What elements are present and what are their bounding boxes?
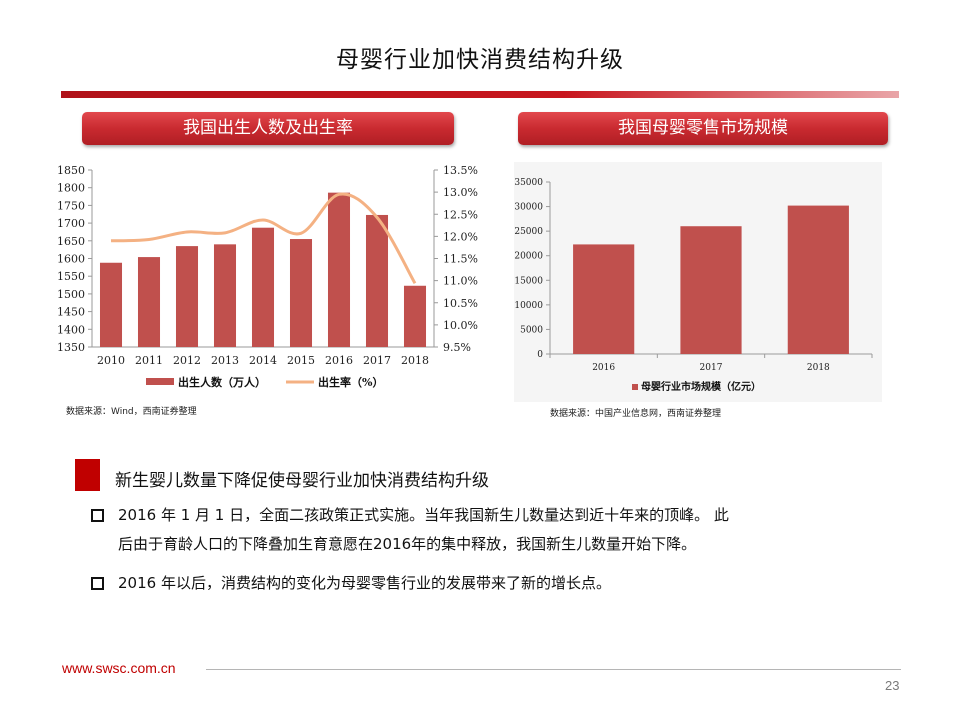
market-size-bar	[573, 244, 635, 354]
page-number: 23	[885, 678, 900, 693]
legend-label-births: 出生人数（万人）	[178, 375, 266, 389]
births-bar	[289, 239, 313, 347]
market-size-bar	[680, 226, 742, 354]
right-axis-tick-label: 13.0%	[443, 186, 478, 199]
births-bar	[365, 214, 389, 347]
left-axis-tick-label: 1350	[58, 341, 85, 354]
x-axis-tick-label: 2016	[592, 363, 615, 373]
legend-swatch-market	[632, 384, 638, 390]
y-axis-tick-label: 25000	[514, 227, 543, 237]
right-axis-tick-label: 13.5%	[443, 164, 478, 177]
bullet-text-line: 后由于育龄人口的下降叠加生育意愿在2016年的集中释放，我国新生儿数量开始下降。	[118, 535, 697, 553]
births-bar	[251, 227, 275, 347]
left-axis-tick-label: 1800	[58, 182, 85, 195]
left-axis-tick-label: 1400	[58, 323, 85, 336]
births-bar	[137, 257, 161, 347]
right-axis-tick-label: 10.5%	[443, 297, 478, 310]
births-chart: 1350 1400 1450 1500 1550 1600 1650 1700 1750 1800…	[57, 164, 478, 389]
births-bar	[403, 285, 427, 347]
legend-swatch-births	[146, 378, 174, 385]
market-size-chart: 0 5000 10000 15000 20000 25000 30000 35000 2016 2…	[514, 178, 873, 393]
right-axis-tick-label: 12.5%	[443, 208, 478, 221]
x-axis-tick-label: 2018	[807, 363, 830, 373]
footer-website: www.swsc.com.cn	[62, 660, 176, 676]
x-axis-tick-label: 2017	[700, 363, 723, 373]
left-chart-source: 数据来源：Wind，西南证券整理	[66, 407, 197, 417]
right-axis-tick-label: 9.5%	[443, 341, 471, 354]
x-axis-tick-label: 2014	[249, 354, 277, 367]
checkbox-bullet-icon	[91, 577, 104, 590]
left-chart-header: 我国出生人数及出生率	[82, 112, 454, 145]
y-axis-tick-label: 15000	[514, 276, 543, 286]
market-chart-area: 0 5000 10000 15000 20000 25000 30000 35000 2016 2…	[514, 162, 882, 402]
checkbox-bullet-icon	[91, 509, 104, 522]
footer-rule	[206, 669, 901, 670]
right-axis-tick-label: 11.5%	[443, 253, 478, 266]
y-axis-tick-label: 35000	[514, 178, 543, 188]
right-axis-tick-label: 10.0%	[443, 319, 478, 332]
births-bar	[327, 192, 351, 347]
section-title: 新生婴儿数量下降促使母婴行业加快消费结构升级	[115, 471, 489, 491]
x-axis-tick-label: 2018	[401, 354, 429, 367]
right-axis-tick-label: 12.0%	[443, 230, 478, 243]
section-marker	[75, 459, 100, 491]
births-chart-area: 1350 1400 1450 1500 1550 1600 1650 1700 1750 1800…	[57, 158, 483, 400]
y-axis-tick-label: 30000	[514, 203, 543, 213]
x-axis-tick-label: 2013	[211, 354, 239, 367]
bullet-text-line: 2016 年 1 月 1 日，全面二孩政策正式实施。当年我国新生儿数量达到近十年…	[118, 506, 729, 524]
y-axis-tick-label: 5000	[520, 325, 543, 335]
legend-label-rate: 出生率（%）	[318, 375, 383, 389]
left-axis-tick-label: 1850	[58, 164, 85, 177]
births-bar	[175, 246, 199, 347]
births-bar	[213, 244, 237, 347]
x-axis-tick-label: 2016	[325, 354, 353, 367]
y-axis-tick-label: 20000	[514, 252, 543, 262]
left-axis-tick-label: 1550	[58, 270, 85, 283]
right-axis-tick-label: 11.0%	[443, 275, 478, 288]
left-axis-tick-label: 1450	[58, 306, 85, 319]
x-axis-tick-label: 2015	[287, 354, 315, 367]
legend-label-market: 母婴行业市场规模（亿元）	[641, 380, 761, 393]
market-size-bar	[787, 205, 849, 354]
bullet-text-line: 2016 年以后，消费结构的变化为母婴零售行业的发展带来了新的增长点。	[118, 574, 611, 592]
y-axis-tick-label: 0	[537, 350, 543, 360]
left-axis-tick-label: 1700	[58, 217, 85, 230]
x-axis-tick-label: 2017	[363, 354, 391, 367]
x-axis-tick-label: 2011	[135, 354, 163, 367]
y-axis-tick-label: 10000	[514, 301, 543, 311]
left-axis-tick-label: 1500	[58, 288, 85, 301]
births-bar	[99, 262, 123, 347]
right-chart-source: 数据来源：中国产业信息网，西南证券整理	[550, 409, 722, 419]
left-axis-tick-label: 1600	[58, 253, 85, 266]
right-chart-header: 我国母婴零售市场规模	[518, 112, 888, 145]
x-axis-tick-label: 2010	[97, 354, 125, 367]
left-axis-tick-label: 1750	[58, 199, 85, 212]
x-axis-tick-label: 2012	[173, 354, 201, 367]
page-title: 母婴行业加快消费结构升级	[336, 47, 624, 73]
left-axis-tick-label: 1650	[58, 235, 85, 248]
title-rule	[61, 91, 899, 98]
